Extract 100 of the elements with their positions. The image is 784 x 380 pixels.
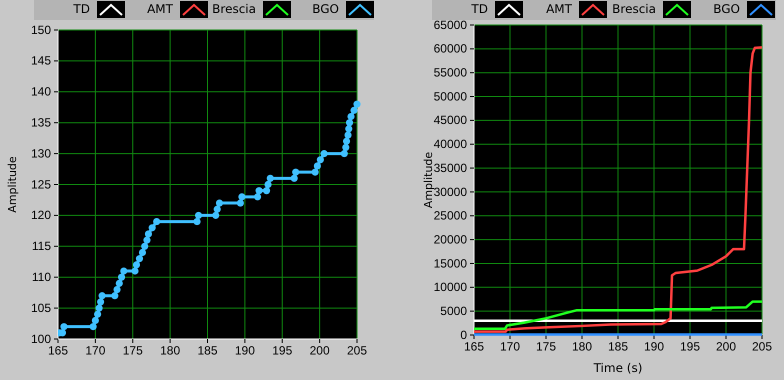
x-tick-label: 195 bbox=[272, 344, 293, 358]
x-tick-label: 200 bbox=[716, 340, 736, 354]
y-tick-label: 55000 bbox=[434, 66, 468, 80]
point bbox=[138, 248, 146, 256]
x-tick-label: 170 bbox=[500, 340, 520, 354]
point bbox=[118, 274, 126, 281]
point bbox=[256, 187, 263, 194]
legend-label: TD bbox=[72, 2, 90, 16]
point bbox=[216, 199, 224, 207]
point bbox=[290, 174, 298, 182]
point bbox=[316, 156, 324, 164]
y-tick-label: 40000 bbox=[434, 137, 468, 152]
x-tick-label: 175 bbox=[536, 340, 556, 354]
y-tick-label: 125 bbox=[30, 177, 52, 192]
point bbox=[97, 298, 104, 306]
y-axis-title: Amplitude bbox=[422, 152, 435, 208]
x-tick-label: 165 bbox=[48, 344, 68, 358]
x-tick-label: 200 bbox=[310, 344, 330, 358]
x-tick-label: 175 bbox=[122, 344, 144, 358]
point bbox=[212, 212, 220, 219]
point bbox=[340, 150, 348, 158]
point bbox=[264, 180, 272, 188]
line-series bbox=[474, 300, 764, 330]
x-tick-label: 165 bbox=[464, 340, 484, 354]
x-tick-label: 185 bbox=[197, 344, 218, 358]
point bbox=[350, 106, 358, 114]
point bbox=[120, 267, 128, 275]
point bbox=[193, 218, 201, 226]
legend-label: AMT bbox=[147, 2, 174, 16]
y-tick-label: 25000 bbox=[434, 208, 468, 223]
point bbox=[344, 132, 352, 139]
point bbox=[342, 138, 350, 145]
y-tick-label: 145 bbox=[30, 54, 52, 68]
point bbox=[141, 242, 148, 250]
y-tick-label: 100 bbox=[30, 332, 52, 346]
point bbox=[113, 286, 121, 294]
point bbox=[236, 199, 244, 207]
line-series bbox=[474, 46, 764, 333]
y-tick-label: 120 bbox=[30, 208, 52, 222]
point bbox=[194, 212, 202, 219]
point bbox=[148, 224, 156, 232]
y-tick-label: 130 bbox=[30, 146, 52, 160]
point bbox=[314, 162, 321, 170]
x-tick-label: 170 bbox=[85, 344, 106, 358]
point bbox=[96, 304, 103, 312]
legend-label: Brescia bbox=[612, 2, 656, 16]
point bbox=[98, 292, 106, 300]
legend-label: Brescia bbox=[212, 2, 256, 16]
x-tick-label: 195 bbox=[680, 340, 700, 354]
y-tick-label: 30000 bbox=[434, 184, 468, 199]
y-tick-label: 115 bbox=[32, 239, 52, 254]
point bbox=[132, 261, 140, 268]
y-tick-label: 20000 bbox=[434, 232, 468, 246]
y-tick-label: 140 bbox=[30, 84, 52, 99]
point bbox=[262, 187, 270, 194]
point bbox=[111, 292, 118, 300]
y-tick-label: 110 bbox=[32, 270, 52, 284]
point bbox=[266, 174, 274, 182]
y-tick-label: 10000 bbox=[434, 280, 468, 294]
y-tick-label: 5000 bbox=[440, 304, 468, 318]
point bbox=[345, 125, 352, 132]
y-tick-label: 35000 bbox=[434, 160, 468, 175]
y-tick-label: 50000 bbox=[434, 89, 468, 104]
y-tick-label: 15000 bbox=[434, 256, 468, 270]
legend-label: BGO bbox=[312, 2, 339, 16]
x-tick-label: 185 bbox=[608, 340, 628, 354]
x-tick-label: 180 bbox=[160, 344, 180, 358]
y-axis-title: Amplitude bbox=[6, 156, 19, 213]
y-tick-label: 60000 bbox=[434, 42, 468, 56]
point bbox=[254, 193, 262, 200]
y-tick-label: 65000 bbox=[434, 18, 468, 32]
point bbox=[238, 193, 246, 200]
x-tick-label: 205 bbox=[346, 344, 368, 358]
legend-label: AMT bbox=[546, 2, 573, 16]
point bbox=[136, 255, 144, 262]
point bbox=[94, 310, 102, 318]
point bbox=[292, 168, 300, 176]
point bbox=[143, 236, 151, 244]
point bbox=[346, 119, 354, 126]
point bbox=[90, 323, 97, 330]
point bbox=[60, 323, 68, 330]
point bbox=[116, 280, 123, 287]
x-tick-label: 190 bbox=[644, 340, 664, 354]
x-axis-title: Time (s) bbox=[592, 361, 642, 375]
point bbox=[312, 168, 319, 176]
point bbox=[92, 316, 99, 324]
x-tick-label: 180 bbox=[572, 340, 592, 354]
point bbox=[320, 150, 328, 158]
point bbox=[353, 100, 361, 108]
x-tick-label: 205 bbox=[752, 340, 772, 354]
legend-label: TD bbox=[470, 2, 488, 16]
point bbox=[131, 267, 139, 275]
y-tick-label: 45000 bbox=[434, 113, 468, 128]
point bbox=[214, 206, 221, 213]
point bbox=[144, 230, 152, 238]
y-tick-label: 0 bbox=[460, 328, 468, 342]
y-tick-label: 105 bbox=[30, 300, 52, 315]
y-tick-label: 150 bbox=[30, 22, 52, 37]
x-tick-label: 190 bbox=[234, 344, 256, 358]
point bbox=[347, 112, 355, 120]
